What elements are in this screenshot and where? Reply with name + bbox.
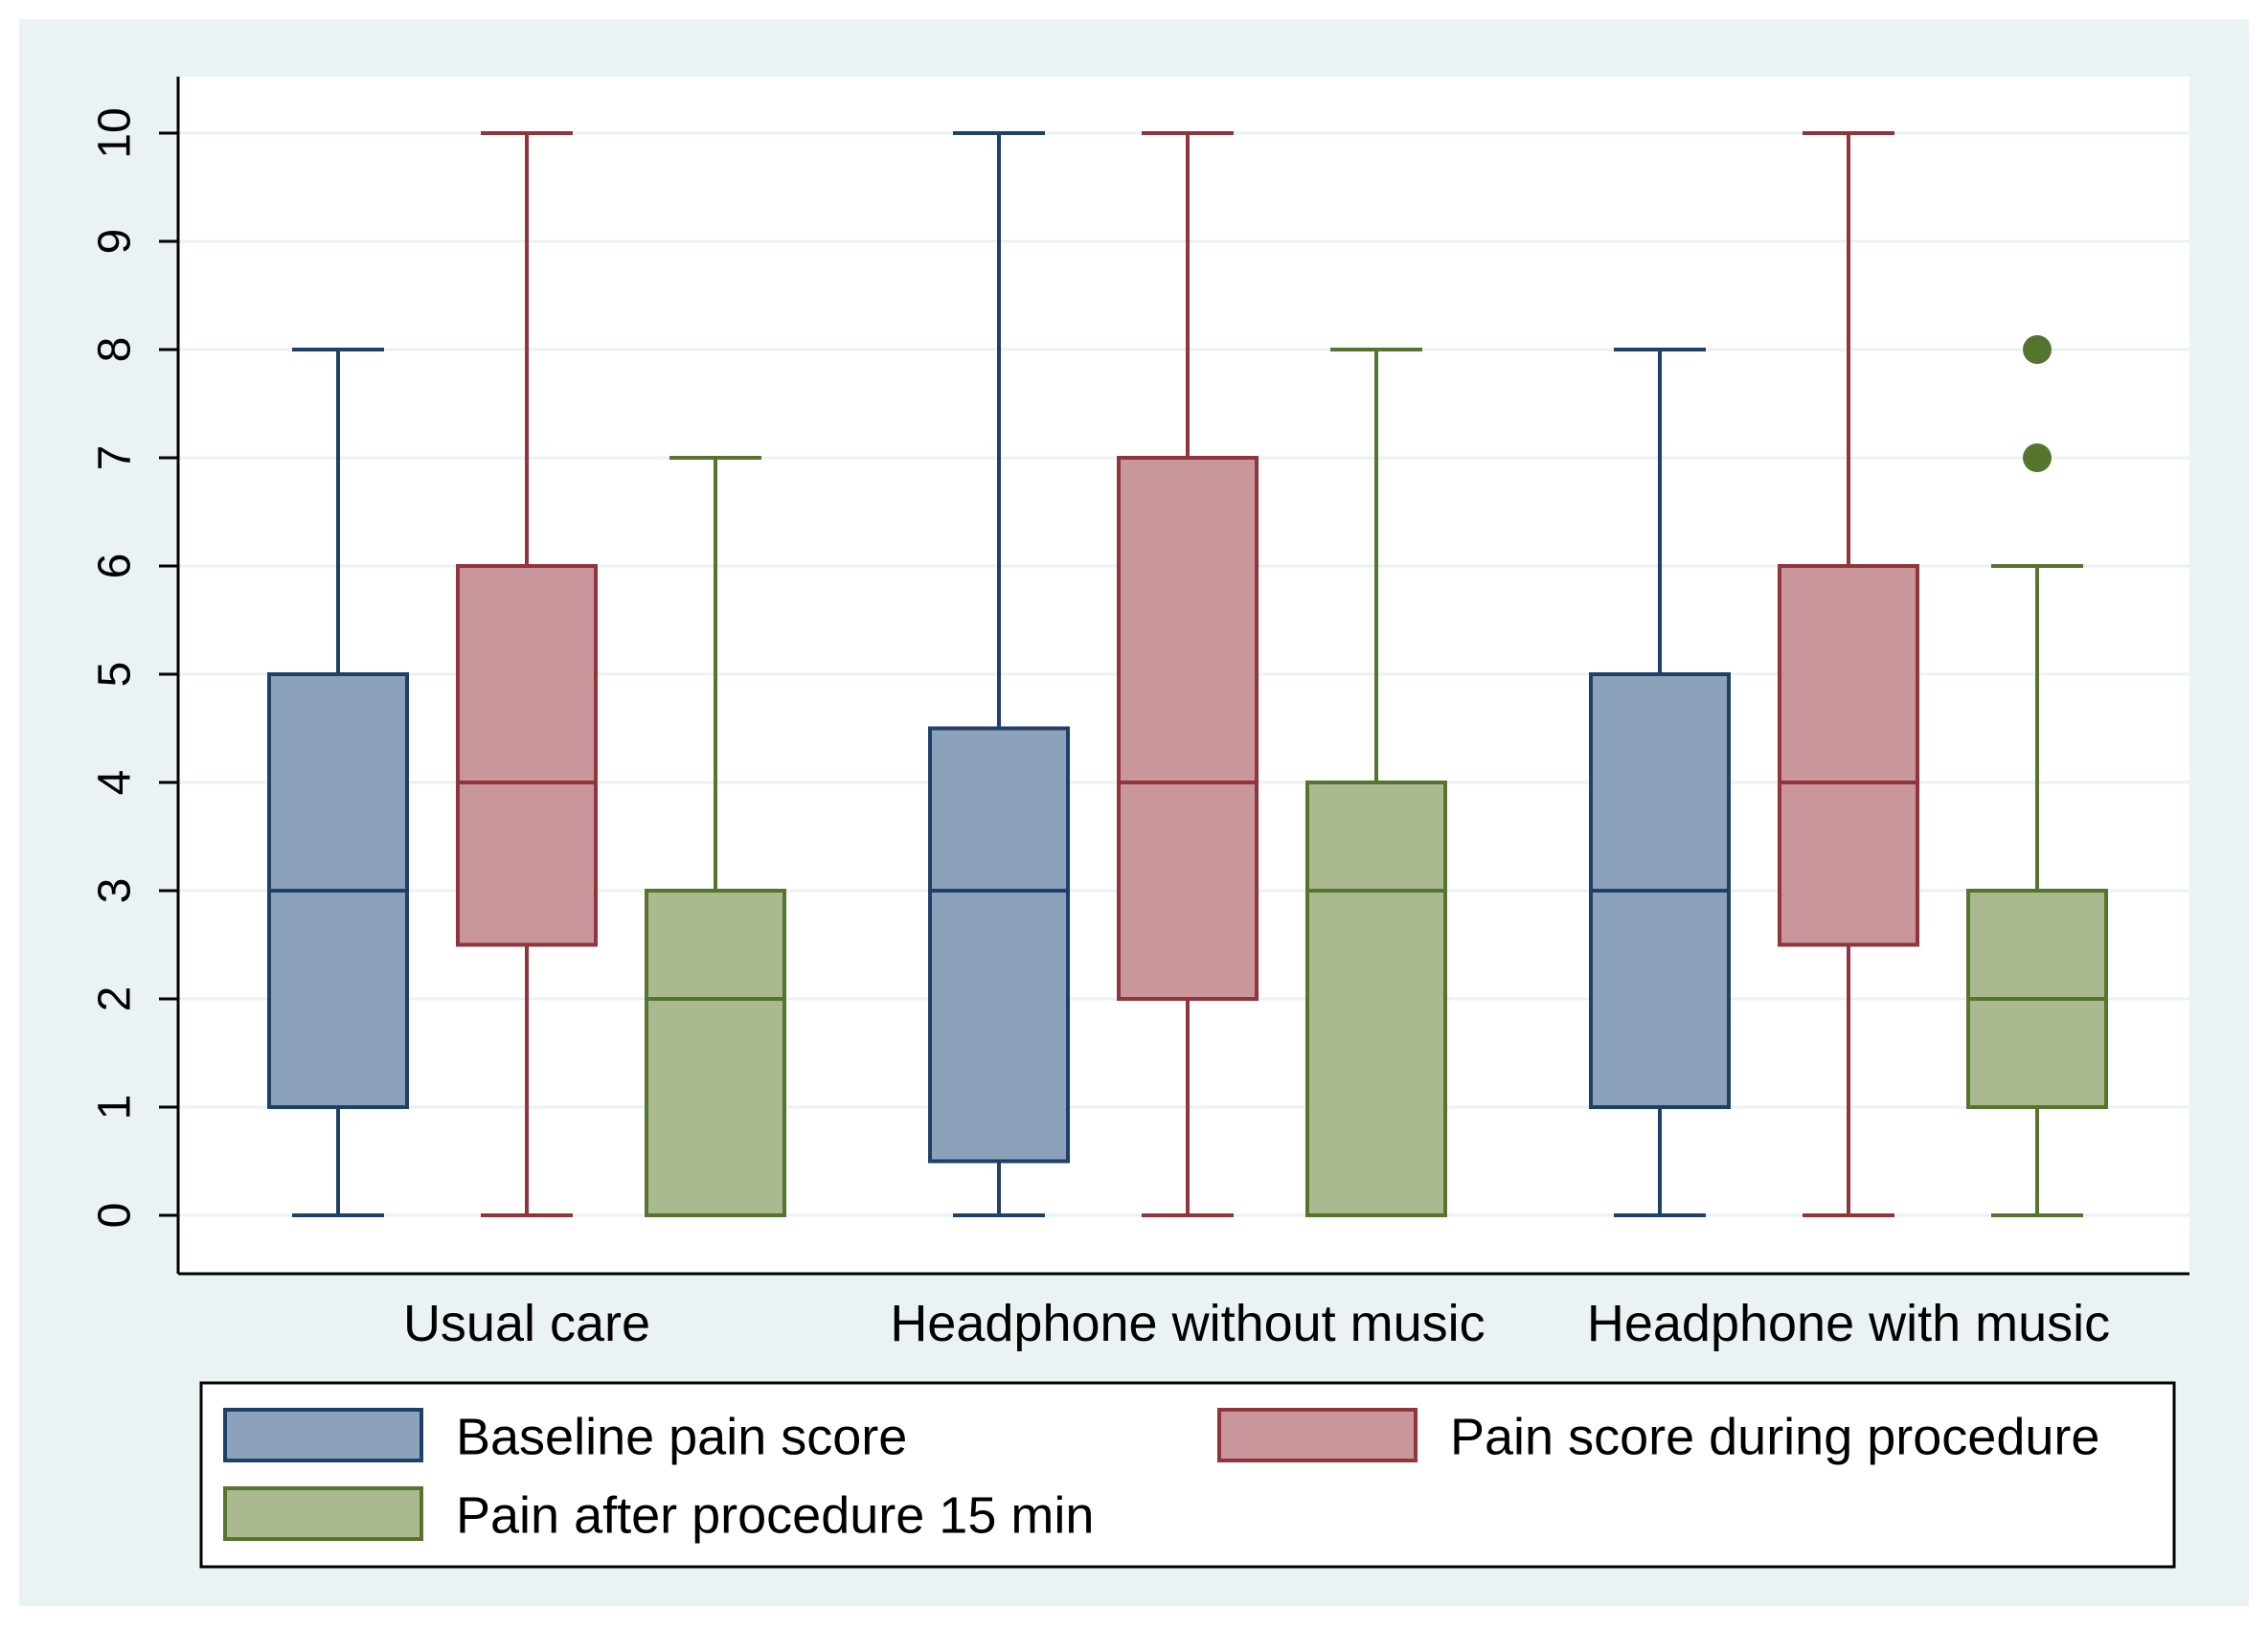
box-2-2 (1117, 131, 1259, 1217)
box-1-1 (267, 348, 409, 1217)
box-3-2 (1305, 348, 1447, 1217)
legend (199, 1381, 2176, 1569)
outlier-point-2 (2023, 335, 2052, 364)
box-iqr (1117, 456, 1259, 1001)
box-iqr (1778, 564, 1919, 947)
y-tick-label-3: 3 (90, 878, 141, 904)
box-iqr (928, 726, 1070, 1164)
x-category-label-1: Usual care (403, 1295, 650, 1352)
y-tick-label-0: 0 (90, 1203, 141, 1229)
box-3-1 (645, 456, 786, 1217)
legend-swatch-1 (223, 1408, 423, 1462)
box-3-3 (1966, 335, 2108, 1217)
x-category-label-3: Headphone with music (1587, 1295, 2110, 1352)
outlier-point-1 (2023, 443, 2052, 472)
box-iqr (645, 889, 786, 1217)
legend-label-3: Pain after procedure 15 min (456, 1486, 1094, 1544)
x-category-label-2: Headphone without music (890, 1295, 1485, 1352)
box-iqr (456, 564, 598, 947)
y-tick-label-1: 1 (90, 1095, 141, 1121)
y-tick-label-4: 4 (90, 770, 141, 796)
y-tick-label-5: 5 (90, 662, 141, 688)
y-tick-label-2: 2 (90, 986, 141, 1012)
box-1-3 (1589, 348, 1731, 1217)
box-iqr (1305, 781, 1447, 1217)
y-tick-label-8: 8 (90, 337, 141, 363)
box-1-2 (928, 131, 1070, 1217)
y-tick-label-10: 10 (90, 107, 141, 158)
box-2-1 (456, 131, 598, 1217)
y-tick-label-9: 9 (90, 229, 141, 255)
legend-swatch-2 (1217, 1408, 1418, 1462)
legend-swatch-3 (223, 1486, 423, 1541)
legend-label-2: Pain score during procedure (1450, 1408, 2099, 1465)
y-tick-label-6: 6 (90, 554, 141, 579)
legend-label-1: Baseline pain score (456, 1408, 907, 1465)
box-2-3 (1778, 131, 1919, 1217)
y-tick-label-7: 7 (90, 445, 141, 471)
